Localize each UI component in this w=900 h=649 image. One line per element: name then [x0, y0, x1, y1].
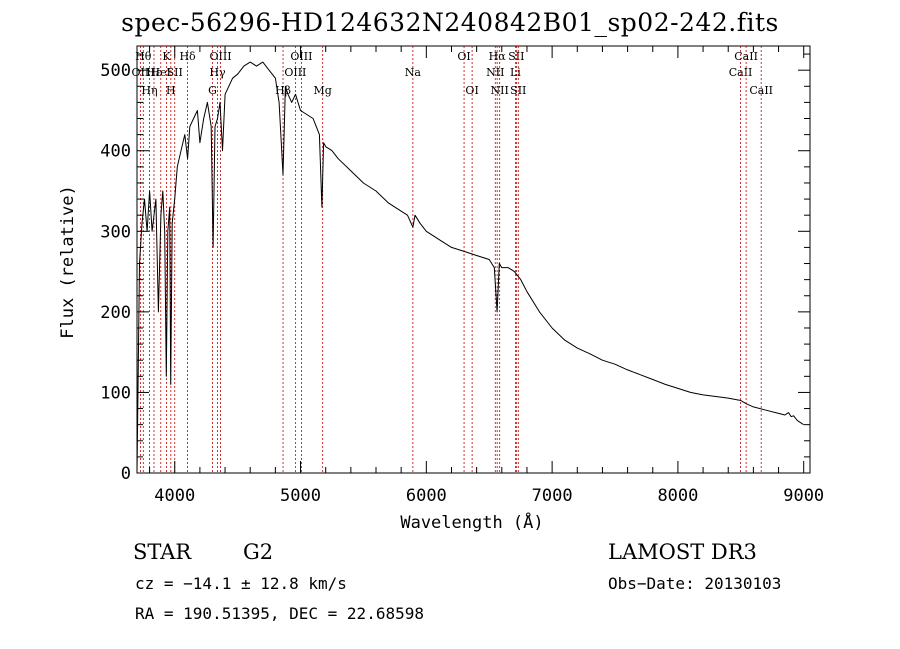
marker-label: SII: [510, 84, 526, 97]
ra-dec-coordinates: RA = 190.51395, DEC = 22.68598: [135, 604, 424, 623]
x-tick-label: 7000: [532, 486, 573, 506]
marker-label: NII: [491, 84, 509, 97]
marker-label: OIII: [209, 50, 231, 63]
marker-label: Na: [405, 66, 422, 79]
x-tick-label: 4000: [154, 486, 195, 506]
x-axis-label: Wavelength (Å): [400, 511, 543, 533]
y-tick-label: 500: [100, 61, 131, 81]
marker-label: K: [162, 50, 171, 63]
series-group: [136, 61, 804, 474]
marker-label: Hε: [146, 66, 162, 79]
y-axis-label: Flux (relative): [58, 185, 78, 339]
marker-label: CaII: [749, 84, 773, 97]
marker-label: Li: [510, 66, 521, 79]
marker-label: Hθ: [135, 50, 152, 63]
redshift-velocity: cz = −14.1 ± 12.8 km/s: [135, 574, 347, 593]
survey-name: LAMOST DR3: [608, 540, 757, 564]
marker-label: CaII: [734, 50, 758, 63]
marker-label: HeI: [151, 66, 171, 79]
plot-frame: [136, 45, 811, 474]
marker-label: NII: [486, 66, 504, 79]
x-tick-label: 8000: [657, 486, 698, 506]
marker-label: SII: [508, 50, 524, 63]
x-tick-label: 5000: [280, 486, 321, 506]
marker-label: OI: [465, 84, 478, 97]
x-tick-label: 9000: [783, 486, 824, 506]
marker-label: G: [208, 84, 217, 97]
marker-label: OIII: [284, 66, 306, 79]
marker-label: SII: [167, 66, 183, 79]
object-class: STAR: [133, 540, 192, 564]
axis-ticks: 4000 5000 6000 7000 8000 9000 0 100 200 300 400 500: [100, 46, 824, 506]
series-line-spectrum: [136, 61, 804, 474]
marker-label: OI: [457, 50, 470, 63]
y-tick-label: 400: [100, 142, 131, 162]
y-tick-label: 200: [100, 303, 131, 323]
marker-label: OIII: [290, 50, 312, 63]
chart-title: spec-56296-HD124632N240842B01_sp02-242.f…: [121, 8, 779, 37]
marker-label: Hγ: [209, 66, 226, 79]
y-tick-label: 300: [100, 222, 131, 242]
y-tick-label: 100: [100, 383, 131, 403]
observation-date: Obs−Date: 20130103: [608, 574, 782, 593]
marker-label: H: [166, 84, 176, 97]
marker-label: Hα: [489, 50, 507, 63]
x-tick-label: 6000: [406, 486, 447, 506]
marker-label: CaII: [729, 66, 753, 79]
marker-label: Mg: [314, 84, 332, 97]
marker-label: OII: [132, 66, 150, 79]
y-tick-label: 0: [121, 464, 131, 484]
object-subclass: G2: [243, 540, 274, 564]
marker-label: Hβ: [275, 84, 291, 97]
marker-label: Hδ: [179, 50, 196, 63]
marker-label: Hη: [141, 84, 157, 97]
